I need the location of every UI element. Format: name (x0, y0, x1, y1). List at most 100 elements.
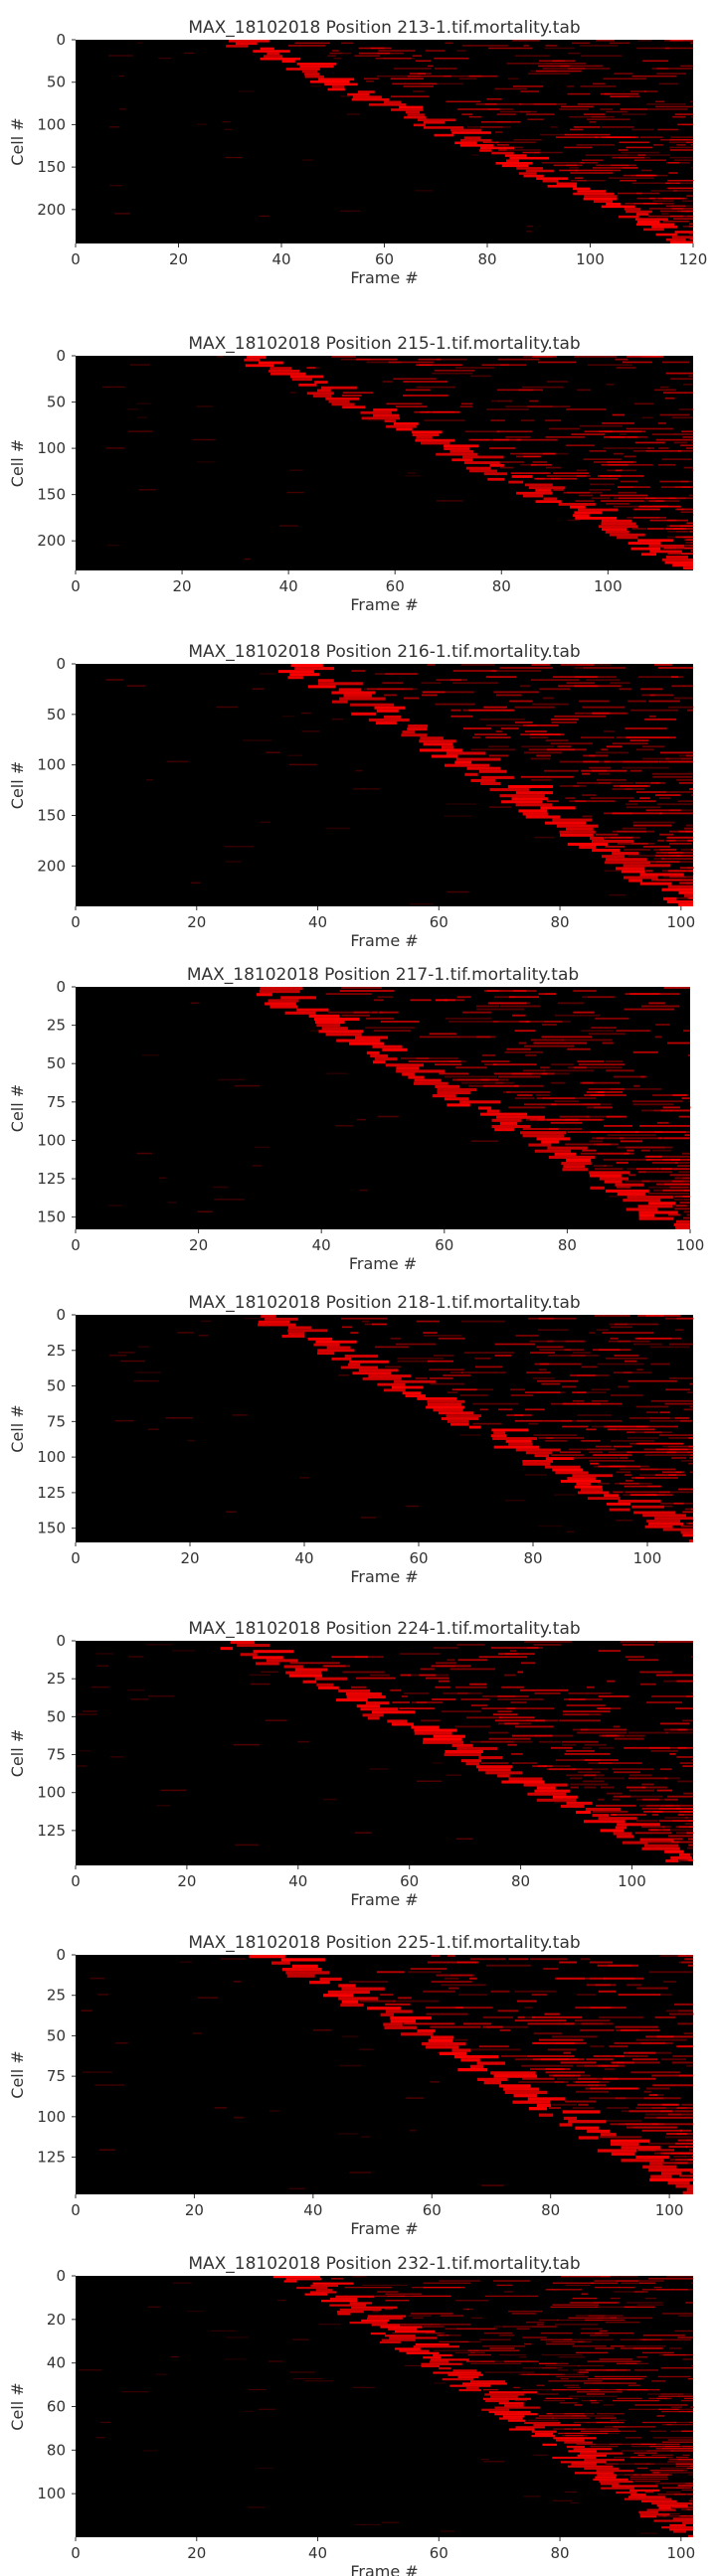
heatmap-cell (638, 505, 681, 508)
heatmap-cell (557, 2077, 598, 2080)
heatmap-cell (690, 42, 693, 45)
heatmap-cell (554, 2081, 569, 2083)
heatmap-cell (584, 1743, 607, 1746)
heatmap-cell (285, 1971, 330, 1975)
heatmap-cell (687, 709, 693, 712)
x-tick-label: 60 (400, 1872, 419, 1890)
heatmap-cell (622, 1841, 648, 1845)
y-tick-label: 100 (37, 1784, 66, 1802)
heatmap-cell (600, 475, 622, 477)
heatmap-cell (562, 1425, 589, 1428)
heatmap-cell (444, 1075, 498, 1078)
heatmap-cell (669, 1448, 693, 1451)
heatmap-cell (547, 185, 578, 188)
heatmap-cell (457, 1659, 488, 1662)
heatmap-cell (529, 736, 548, 739)
heatmap-cell (488, 2410, 531, 2414)
heatmap-cell (612, 413, 626, 416)
heatmap-cell (677, 855, 693, 857)
x-tick-label: 100 (676, 1236, 705, 1254)
heatmap-cell (503, 2360, 539, 2362)
heatmap-cell (678, 1814, 693, 1816)
heatmap-cell (607, 1502, 631, 1506)
heatmap-cell (268, 2110, 279, 2112)
heatmap-cell (621, 2450, 673, 2452)
heatmap-cell (522, 2388, 566, 2391)
heatmap-cell (538, 65, 570, 68)
heatmap-cell (688, 494, 693, 497)
heatmap-cell (639, 1838, 674, 1842)
heatmap-cell (423, 1737, 462, 1741)
heatmap-cell (599, 2481, 633, 2484)
heatmap-cell (476, 2061, 505, 2065)
heatmap-cell (470, 2380, 506, 2383)
heatmap-cell (593, 712, 626, 715)
heatmap-cell (540, 806, 576, 810)
heatmap-cell (483, 2332, 513, 2334)
heatmap-cell (323, 1798, 337, 1801)
heatmap-cell (359, 1189, 368, 1192)
heatmap-cell (616, 367, 636, 369)
heatmap-cell (625, 1474, 631, 1477)
heatmap-cell (690, 2406, 693, 2408)
heatmap-cell (391, 1722, 414, 1726)
heatmap-cell (624, 2306, 655, 2308)
heatmap-cell (632, 821, 675, 824)
heatmap-cell (599, 2330, 608, 2333)
heatmap-cell (680, 444, 693, 447)
heatmap-cell (688, 1053, 690, 1056)
heatmap-cell (456, 1691, 482, 1694)
heatmap-cell (392, 82, 437, 85)
heatmap-cell (618, 491, 637, 494)
heatmap-cell (386, 424, 417, 428)
heatmap-cell (651, 879, 693, 882)
heatmap-cell (517, 2015, 525, 2018)
heatmap-cell (684, 1134, 690, 1137)
heatmap-cell (516, 167, 543, 170)
heatmap-cell (626, 1431, 635, 1434)
heatmap-cell (444, 444, 479, 448)
heatmap-cell (487, 1002, 527, 1005)
heatmap-cell (650, 1399, 693, 1402)
heatmap-cell (482, 2345, 526, 2347)
heatmap-cell (496, 430, 533, 433)
heatmap-cell (677, 2395, 693, 2397)
heatmap-cell (626, 154, 670, 156)
heatmap-cell (656, 1168, 672, 1171)
heatmap-cell (361, 1320, 370, 1323)
heatmap-cell (524, 1103, 557, 1106)
heatmap-cell (394, 1379, 437, 1383)
heatmap-cell (590, 2399, 597, 2402)
heatmap-cell (590, 1094, 626, 1096)
heatmap-cell (689, 2504, 693, 2506)
heatmap-cell (430, 2025, 481, 2028)
heatmap-cell (434, 57, 469, 60)
heatmap-cell (587, 118, 630, 120)
heatmap-cell (335, 2295, 375, 2298)
heatmap-cell (598, 1990, 617, 1993)
heatmap-cell (616, 1131, 663, 1134)
heatmap-cell (668, 1376, 693, 1379)
heatmap-cell (588, 1087, 625, 1090)
heatmap-cell (583, 754, 596, 757)
heatmap-cell (455, 1838, 473, 1841)
heatmap-cell (436, 452, 478, 456)
heatmap-cell (518, 172, 537, 175)
heatmap-cell (315, 2289, 333, 2292)
heatmap-cell (610, 95, 640, 97)
heatmap-cell (688, 1437, 693, 1439)
heatmap-cell (316, 1024, 341, 1028)
heatmap-cell (584, 2064, 609, 2067)
heatmap-cell (288, 754, 303, 757)
heatmap-cell (509, 1388, 525, 1391)
heatmap-cell (438, 1680, 450, 1683)
heatmap-cell (669, 1753, 676, 1755)
heatmap-cell (445, 42, 453, 45)
heatmap-cell (196, 405, 214, 407)
heatmap-cell (232, 1414, 248, 1416)
heatmap-cell (287, 1326, 311, 1330)
heatmap-cell (526, 1719, 538, 1722)
heatmap-cell (126, 685, 146, 687)
heatmap-cell (271, 1961, 290, 1965)
heatmap-cell (432, 1762, 444, 1764)
